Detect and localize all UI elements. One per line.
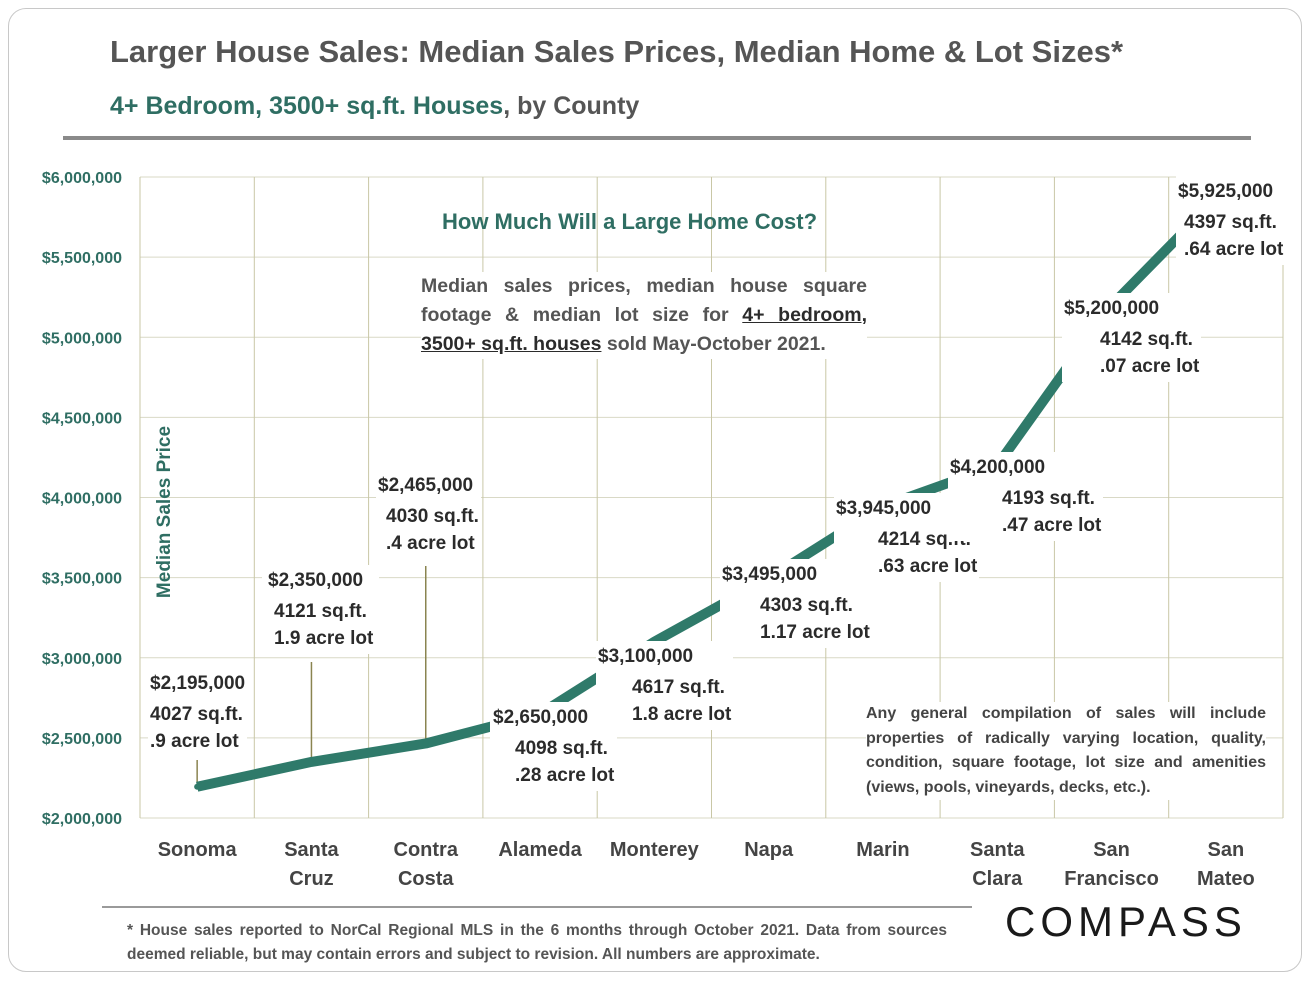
disclaimer-note: Any general compilation of sales will in… bbox=[866, 702, 1266, 800]
data-label-3: $2,650,000 4098 sq.ft. .28 acre lot bbox=[490, 702, 618, 791]
inset-text-a: Median sales prices, median house square… bbox=[421, 275, 867, 326]
price-label: $2,350,000 bbox=[268, 570, 364, 591]
chart-subtitle: 4+ Bedroom, 3500+ sq.ft. Houses, by Coun… bbox=[110, 92, 639, 121]
sqft-label: 4142 sq.ft. bbox=[1100, 329, 1193, 350]
price-label: $3,100,000 bbox=[598, 646, 694, 667]
x-tick-label: Sonoma bbox=[158, 839, 238, 861]
data-label-4: $3,100,000 4617 sq.ft. 1.8 acre lot bbox=[596, 641, 734, 730]
inset-title: How Much Will a Large Home Cost? bbox=[442, 209, 818, 234]
lot-label: .47 acre lot bbox=[1002, 515, 1102, 536]
sqft-label: 4121 sq.ft. bbox=[274, 601, 367, 622]
series-line bbox=[196, 185, 1230, 792]
sqft-label: 4027 sq.ft. bbox=[150, 704, 243, 725]
inset-text-u1: 4+ bedroom, bbox=[742, 304, 867, 326]
subtitle-main: 4+ Bedroom, 3500+ sq.ft. Houses bbox=[110, 92, 504, 120]
x-tick-label: Napa bbox=[744, 839, 794, 861]
sqft-label: 4303 sq.ft. bbox=[760, 595, 853, 616]
x-tick-label: Santa Clara bbox=[970, 839, 1025, 890]
footnote-rule bbox=[102, 906, 972, 908]
data-label-0: $2,195,000 4027 sq.ft. .9 acre lot bbox=[148, 668, 248, 757]
price-label: $2,465,000 bbox=[378, 475, 474, 496]
lot-label: 1.17 acre lot bbox=[760, 622, 870, 643]
sqft-label: 4397 sq.ft. bbox=[1184, 212, 1277, 233]
title-rule bbox=[63, 136, 1251, 140]
y-tick-label: $4,500,000 bbox=[42, 410, 122, 427]
inset-text-u2: 3500+ sq.ft. houses bbox=[421, 333, 602, 355]
y-tick-label: $2,500,000 bbox=[42, 731, 122, 748]
sqft-label: 4030 sq.ft. bbox=[386, 506, 479, 527]
x-tick-label: Santa Cruz bbox=[284, 839, 339, 890]
data-label-2: $2,465,000 4030 sq.ft. .4 acre lot bbox=[376, 470, 481, 559]
data-label-8: $5,200,000 4142 sq.ft. .07 acre lot bbox=[1062, 293, 1202, 382]
price-label: $2,650,000 bbox=[493, 707, 589, 728]
lot-label: 1.8 acre lot bbox=[632, 704, 732, 725]
data-point bbox=[422, 740, 429, 747]
y-tick-label: $4,000,000 bbox=[42, 491, 122, 508]
chart-title: Larger House Sales: Median Sales Prices,… bbox=[110, 34, 1124, 69]
price-label: $3,945,000 bbox=[836, 498, 932, 519]
lot-label: .64 acre lot bbox=[1184, 239, 1284, 260]
x-tick-label: Marin bbox=[856, 839, 909, 861]
data-point bbox=[308, 758, 315, 765]
x-tick-label: San Mateo bbox=[1197, 839, 1255, 890]
data-label-1: $2,350,000 4121 sq.ft. 1.9 acre lot bbox=[262, 565, 380, 654]
y-tick-label: $5,000,000 bbox=[42, 330, 122, 347]
compass-logo: COMPASS bbox=[1005, 898, 1247, 945]
x-tick-label: Monterey bbox=[610, 839, 700, 861]
inset-description: Median sales prices, median house square… bbox=[421, 272, 867, 359]
price-label: $3,495,000 bbox=[722, 564, 818, 585]
y-tick-label: $5,500,000 bbox=[42, 250, 122, 267]
price-label: $5,925,000 bbox=[1178, 181, 1274, 202]
data-label-7: $4,200,000 4193 sq.ft. .47 acre lot bbox=[948, 452, 1104, 541]
price-label: $5,200,000 bbox=[1064, 298, 1160, 319]
y-tick-label: $2,000,000 bbox=[42, 811, 122, 828]
y-axis-label: Median Sales Price bbox=[154, 425, 175, 599]
x-tick-label: Contra Costa bbox=[394, 839, 459, 890]
y-tick-label: $3,000,000 bbox=[42, 651, 122, 668]
lot-label: .4 acre lot bbox=[386, 533, 475, 554]
price-label: $4,200,000 bbox=[950, 457, 1046, 478]
x-tick-label: San Francisco bbox=[1064, 839, 1158, 890]
data-point bbox=[194, 783, 201, 790]
x-tick-label: Alameda bbox=[498, 839, 582, 861]
y-tick-label: $3,500,000 bbox=[42, 571, 122, 588]
lot-label: .9 acre lot bbox=[150, 731, 239, 752]
data-label-9: $5,925,000 4397 sq.ft. .64 acre lot bbox=[1176, 176, 1286, 265]
inset-text-b: sold May-October 2021. bbox=[601, 333, 826, 355]
price-label: $2,195,000 bbox=[150, 673, 246, 694]
lot-label: 1.9 acre lot bbox=[274, 628, 374, 649]
footnote: * House sales reported to NorCal Regiona… bbox=[127, 922, 947, 963]
sqft-label: 4193 sq.ft. bbox=[1002, 488, 1095, 509]
subtitle-tail: , by County bbox=[503, 92, 640, 120]
sqft-label: 4098 sq.ft. bbox=[515, 738, 608, 759]
lot-label: .07 acre lot bbox=[1100, 356, 1200, 377]
sqft-label: 4214 sq.ft. bbox=[878, 529, 971, 550]
y-tick-label: $6,000,000 bbox=[42, 170, 122, 187]
lot-label: .63 acre lot bbox=[878, 556, 978, 577]
sqft-label: 4617 sq.ft. bbox=[632, 677, 725, 698]
lot-label: .28 acre lot bbox=[515, 765, 615, 786]
